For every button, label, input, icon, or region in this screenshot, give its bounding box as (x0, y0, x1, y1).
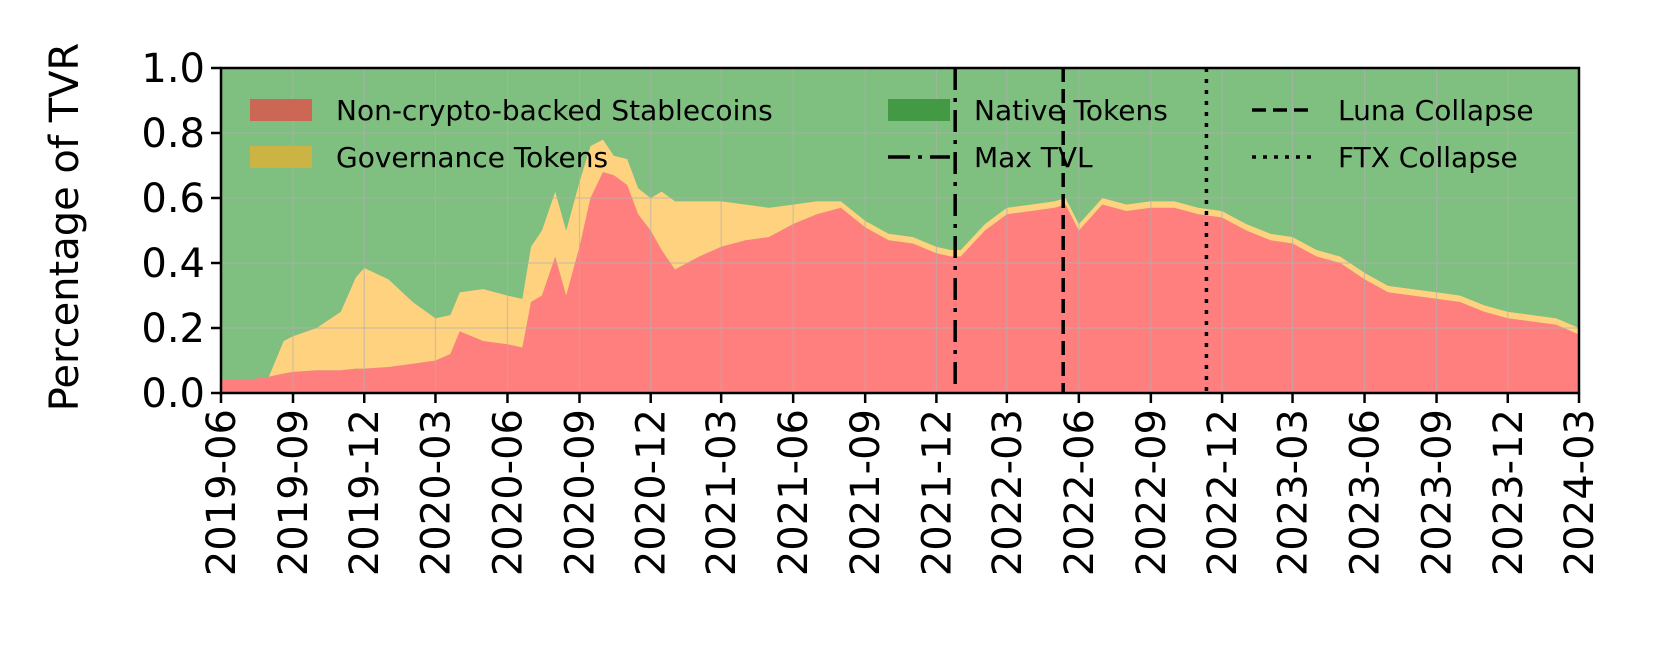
area-series-governance-tokens (221, 139, 1579, 380)
x-tick-label: 2020-12 (629, 409, 675, 576)
event-lines (953, 68, 1209, 393)
legend-label-native-tokens: Native Tokens (974, 94, 1168, 127)
x-tick-label: 2021-03 (699, 409, 745, 576)
y-axis-label: Percentage of TVR (42, 43, 88, 412)
y-axis-ticks: 0.0 0.2 0.4 0.6 0.8 1.0 (141, 46, 221, 417)
x-tick-label: 2021-09 (843, 409, 889, 576)
x-tick-label: 2022-03 (985, 409, 1031, 576)
x-tick-label: 2020-09 (557, 409, 603, 576)
stacked-areas (221, 68, 1579, 393)
x-axis-ticks: 2019-06 2019-09 2019-12 2020-03 2020-06 2020-… (199, 393, 1603, 576)
area-series-non-crypto-backed-stablecoins (221, 172, 1579, 393)
x-tick-label: 2020-06 (485, 409, 531, 576)
legend-label-luna-collapse: Luna Collapse (1338, 94, 1534, 127)
legend-label-governance-tokens: Governance Tokens (336, 141, 608, 174)
x-tick-label: 2021-12 (914, 409, 960, 576)
x-tick-label: 2019-09 (271, 409, 317, 576)
legend-swatch-non-crypto-backed-stablecoins (250, 99, 312, 121)
y-tick-label: 0.0 (141, 371, 205, 417)
x-tick-label: 2019-12 (342, 409, 388, 576)
legend-swatch-native-tokens (888, 99, 950, 121)
x-tick-label: 2024-03 (1557, 409, 1603, 576)
x-tick-label: 2022-12 (1200, 409, 1246, 576)
x-tick-label: 2019-06 (199, 409, 245, 576)
x-tick-label: 2022-09 (1129, 409, 1175, 576)
x-tick-label: 2023-06 (1343, 409, 1389, 576)
legend-swatch-governance-tokens (250, 146, 312, 168)
area-series-native-tokens (221, 68, 1579, 380)
x-tick-label: 2020-03 (413, 409, 459, 576)
y-tick-label: 0.2 (141, 306, 205, 352)
y-tick-label: 0.6 (141, 176, 205, 222)
y-tick-label: 0.4 (141, 241, 205, 287)
y-tick-label: 0.8 (141, 111, 205, 157)
legend-label-ftx-collapse: FTX Collapse (1338, 141, 1518, 174)
plot-border (219, 66, 1581, 395)
x-tick-label: 2023-12 (1486, 409, 1532, 576)
plot-frame (219, 66, 1581, 395)
x-tick-label: 2021-06 (771, 409, 817, 576)
x-tick-label: 2023-09 (1415, 409, 1461, 576)
legend-label-max-tvl: Max TVL (974, 141, 1093, 174)
legend-label-non-crypto-backed-stablecoins: Non-crypto-backed Stablecoins (336, 94, 773, 127)
legend: Non-crypto-backed Stablecoins Governance … (250, 94, 1534, 174)
x-tick-label: 2023-03 (1271, 409, 1317, 576)
y-tick-label: 1.0 (141, 46, 205, 92)
x-tick-label: 2022-06 (1057, 409, 1103, 576)
